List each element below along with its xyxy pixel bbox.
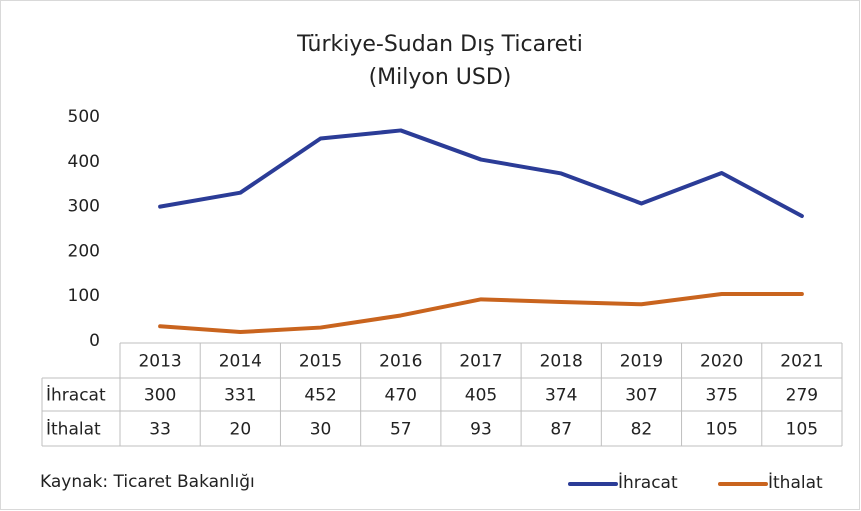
x-tick-label: 2018 bbox=[540, 352, 583, 372]
legend-label: İthalat bbox=[768, 472, 823, 493]
table-cell: 105 bbox=[705, 420, 737, 440]
x-tick-label: 2020 bbox=[700, 352, 743, 372]
line-series bbox=[158, 291, 804, 335]
x-tick-label: 2013 bbox=[138, 352, 181, 372]
table-cell: 93 bbox=[470, 420, 492, 440]
y-tick-label: 0 bbox=[89, 331, 100, 351]
table-cell: 105 bbox=[786, 420, 818, 440]
table-cell: 20 bbox=[230, 420, 252, 440]
chart-title: Türkiye-Sudan Dış Ticareti bbox=[296, 32, 583, 57]
y-tick-label: 200 bbox=[68, 241, 100, 261]
x-tick-label: 2019 bbox=[620, 352, 663, 372]
line-series bbox=[158, 128, 804, 219]
x-tick-label: 2014 bbox=[219, 352, 262, 372]
table-row-label: İhracat bbox=[46, 385, 106, 406]
y-tick-label: 400 bbox=[68, 152, 100, 172]
table-cell: 470 bbox=[385, 386, 417, 406]
table-cell: 82 bbox=[631, 420, 653, 440]
table-cell: 279 bbox=[786, 386, 818, 406]
chart-subtitle: (Milyon USD) bbox=[369, 65, 512, 90]
table-cell: 452 bbox=[304, 386, 336, 406]
table-row-label: İthalat bbox=[46, 419, 101, 440]
table-cell: 307 bbox=[625, 386, 657, 406]
y-tick-label: 100 bbox=[68, 286, 100, 306]
source: Kaynak: Ticaret Bakanlığı bbox=[40, 472, 255, 492]
table-cell: 33 bbox=[149, 420, 171, 440]
x-tick-label: 2015 bbox=[299, 352, 342, 372]
x-tick-label: 2021 bbox=[780, 352, 823, 372]
table-cell: 57 bbox=[390, 420, 412, 440]
x-tick-label: 2017 bbox=[459, 352, 502, 372]
y-tick-label: 500 bbox=[68, 107, 100, 127]
table-cell: 87 bbox=[550, 420, 572, 440]
x-tick-label: 2016 bbox=[379, 352, 422, 372]
legend-label: İhracat bbox=[618, 472, 678, 493]
table-cell: 375 bbox=[705, 386, 737, 406]
table-cell: 300 bbox=[144, 386, 176, 406]
table-cell: 374 bbox=[545, 386, 577, 406]
table-cell: 331 bbox=[224, 386, 256, 406]
y-tick-label: 300 bbox=[68, 197, 100, 217]
table-cell: 30 bbox=[310, 420, 332, 440]
table-cell: 405 bbox=[465, 386, 497, 406]
